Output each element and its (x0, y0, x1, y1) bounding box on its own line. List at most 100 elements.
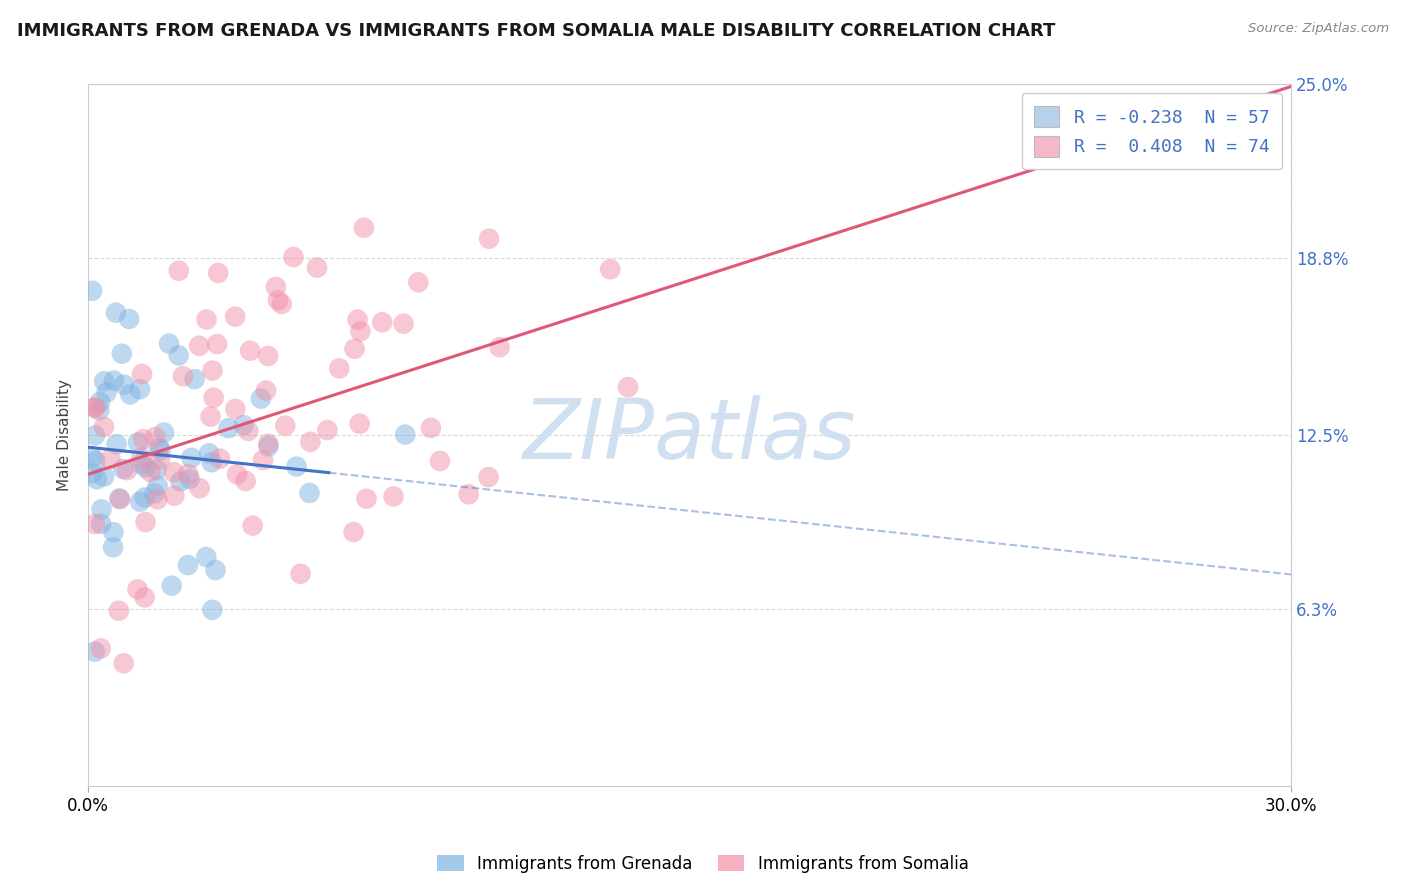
Point (145, 462, 167, 476)
Point (163, 465, 186, 479)
Point (90, 641, 112, 656)
Point (172, 369, 194, 384)
Point (179, 472, 201, 486)
Point (224, 310, 246, 324)
Point (353, 220, 375, 235)
Point (235, 474, 257, 488)
Point (82, 450, 104, 465)
Point (148, 441, 170, 455)
Point (257, 439, 280, 453)
Point (100, 452, 122, 467)
Point (93, 469, 115, 483)
Point (209, 451, 232, 466)
Point (169, 475, 191, 489)
Point (93, 420, 115, 434)
Point (349, 417, 371, 431)
Point (139, 465, 162, 479)
Point (163, 489, 186, 503)
Point (382, 490, 405, 504)
Point (180, 450, 202, 465)
Point (617, 380, 640, 394)
Point (226, 467, 249, 482)
Point (343, 342, 366, 356)
Point (129, 382, 152, 396)
Point (429, 454, 451, 468)
Point (201, 455, 224, 469)
Point (218, 421, 240, 435)
Point (478, 232, 501, 246)
Point (89, 403, 111, 417)
Point (157, 336, 180, 351)
Point (188, 339, 211, 353)
Point (82, 467, 104, 481)
Point (238, 424, 260, 438)
Point (232, 418, 254, 433)
Point (149, 452, 172, 467)
Text: IMMIGRANTS FROM GRENADA VS IMMIGRANTS FROM SOMALIA MALE DISABILITY CORRELATION C: IMMIGRANTS FROM GRENADA VS IMMIGRANTS FR… (17, 22, 1056, 40)
Point (134, 491, 156, 505)
Point (90, 502, 112, 516)
Point (408, 275, 430, 289)
Legend: Immigrants from Grenada, Immigrants from Somalia: Immigrants from Grenada, Immigrants from… (430, 848, 976, 880)
Point (132, 432, 155, 446)
Point (477, 470, 499, 484)
Point (200, 409, 222, 424)
Point (111, 347, 134, 361)
Y-axis label: Male Disability: Male Disability (58, 379, 72, 491)
Point (274, 418, 297, 433)
Point (305, 260, 328, 275)
Point (177, 558, 200, 573)
Point (146, 492, 169, 507)
Point (488, 340, 510, 354)
Point (201, 603, 224, 617)
Text: ZIPatlas: ZIPatlas (523, 395, 856, 475)
Point (283, 250, 305, 264)
Point (112, 462, 135, 476)
Point (257, 349, 280, 363)
Point (252, 453, 274, 467)
Point (84, 428, 107, 442)
Point (108, 492, 131, 507)
Point (108, 491, 131, 506)
Point (239, 343, 262, 358)
Point (101, 541, 124, 555)
Point (349, 324, 371, 338)
Point (250, 392, 273, 406)
Point (419, 421, 441, 435)
Point (135, 515, 157, 529)
Point (195, 312, 218, 326)
Point (83, 516, 105, 531)
Point (205, 337, 228, 351)
Point (153, 425, 176, 440)
Point (131, 367, 153, 381)
Point (290, 566, 312, 581)
Point (177, 467, 200, 481)
Point (143, 430, 166, 444)
Point (127, 435, 149, 450)
Point (285, 459, 308, 474)
Point (188, 481, 211, 495)
Point (599, 262, 621, 277)
Point (103, 374, 125, 388)
Point (195, 549, 218, 564)
Point (86, 472, 108, 486)
Point (89, 395, 111, 409)
Point (118, 312, 141, 326)
Point (134, 460, 156, 475)
Point (167, 264, 190, 278)
Text: Source: ZipAtlas.com: Source: ZipAtlas.com (1249, 22, 1389, 36)
Point (328, 361, 350, 376)
Point (84, 401, 107, 415)
Point (146, 479, 169, 493)
Point (83, 401, 105, 415)
Point (207, 266, 229, 280)
Legend: R = -0.238  N = 57, R =  0.408  N = 74: R = -0.238 N = 57, R = 0.408 N = 74 (1022, 94, 1282, 169)
Point (83, 645, 105, 659)
Point (160, 579, 183, 593)
Point (299, 434, 322, 449)
Point (257, 437, 280, 451)
Point (167, 348, 190, 362)
Point (105, 437, 128, 451)
Point (112, 657, 135, 671)
Point (96, 385, 118, 400)
